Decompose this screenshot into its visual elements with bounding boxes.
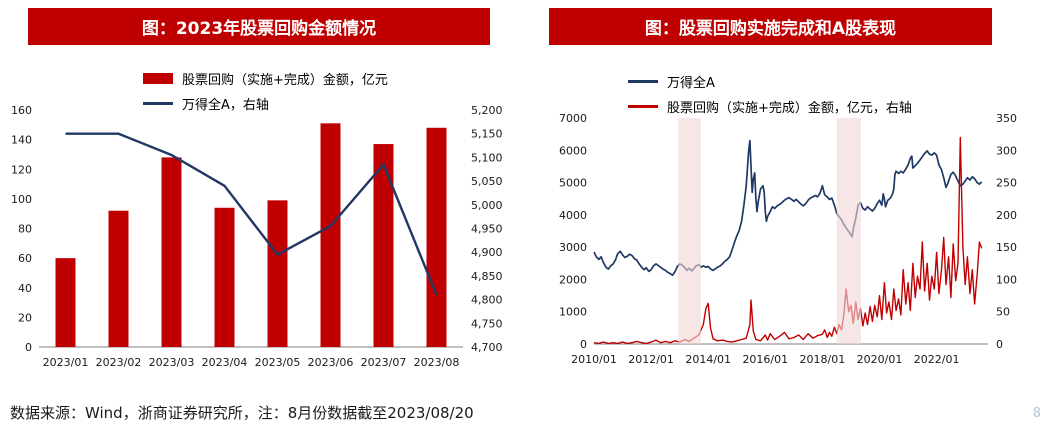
buyback-bar <box>55 258 76 347</box>
right-y-tick: 5,000 <box>471 199 503 212</box>
legend-item-windA-right: 万得全A <box>628 72 715 91</box>
left-y-tick: 3000 <box>559 241 587 254</box>
right-y-tick: 250 <box>996 177 1017 190</box>
buyback-line-swatch <box>628 105 658 108</box>
right-y-tick: 5,100 <box>471 151 503 164</box>
right-y-tick: 5,200 <box>471 104 503 117</box>
buyback-bar <box>320 123 341 347</box>
x-tick: 2014/01 <box>685 353 731 366</box>
right-y-tick: 300 <box>996 144 1017 157</box>
legend-item-buyback-bar: 股票回购（实施+完成）金额，亿元 <box>143 69 388 88</box>
x-tick: 2012/01 <box>628 353 674 366</box>
highlight-band-2 <box>836 118 861 344</box>
x-tick: 2023/06 <box>308 356 354 369</box>
left-y-tick: 2000 <box>559 273 587 286</box>
left-y-tick: 1000 <box>559 306 587 319</box>
source-note: 数据来源：Wind，浙商证券研究所，注：8月份数据截至2023/08/20 <box>10 404 474 422</box>
buyback-bar <box>267 200 288 347</box>
right-y-tick: 350 <box>996 112 1017 125</box>
left-chart-legend: 股票回购（实施+完成）金额，亿元 万得全A，右轴 <box>143 69 388 113</box>
right-chart-legend: 万得全A 股票回购（实施+完成）金额，亿元，右轴 <box>628 72 912 116</box>
x-tick: 2023/04 <box>202 356 248 369</box>
windA-line <box>65 132 438 296</box>
x-tick: 2023/05 <box>255 356 301 369</box>
left-y-tick: 4000 <box>559 209 587 222</box>
x-tick: 2016/01 <box>742 353 788 366</box>
left-y-tick: 5000 <box>559 177 587 190</box>
buyback-bar <box>161 157 182 347</box>
legend-item-buyback-line: 股票回购（实施+完成）金额，亿元，右轴 <box>628 97 912 116</box>
left-y-tick: 100 <box>11 193 32 206</box>
right-y-tick: 4,800 <box>471 294 503 307</box>
windA-line-swatch-right <box>628 80 658 83</box>
right-chart-svg: 0 1000 2000 3000 4000 5000 6000 7000 0 50 100 150 20… <box>559 112 1017 366</box>
legend-label-windA: 万得全A，右轴 <box>182 98 269 113</box>
left-y-tick: 80 <box>18 223 32 236</box>
right-y-tick: 4,750 <box>471 317 503 330</box>
buyback-bar <box>214 207 235 347</box>
page-number: 8 <box>1032 406 1041 421</box>
x-tick: 2010/01 <box>571 353 617 366</box>
x-tick: 2023/02 <box>96 356 142 369</box>
buyback-bar <box>426 127 447 348</box>
right-y-tick: 4,850 <box>471 270 503 283</box>
right-y-tick: 5,050 <box>471 175 503 188</box>
right-y-tick: 4,700 <box>471 341 503 354</box>
right-chart-title-banner: 图：股票回购实施完成和A股表现 <box>549 8 992 45</box>
right-y-tick: 50 <box>996 306 1010 319</box>
legend-label-buyback-right: 股票回购（实施+完成）金额，亿元，右轴 <box>667 101 912 116</box>
x-tick: 2022/01 <box>914 353 960 366</box>
buyback-bar <box>373 144 394 347</box>
left-y-tick: 120 <box>11 163 32 176</box>
right-y-tick: 0 <box>996 338 1003 351</box>
right-y-tick: 150 <box>996 241 1017 254</box>
x-tick: 2018/01 <box>800 353 846 366</box>
left-y-tick: 140 <box>11 134 32 147</box>
left-y-tick: 0 <box>25 341 32 354</box>
right-y-tick: 4,900 <box>471 246 503 259</box>
left-chart-svg: 0 20 40 60 80 100 120 140 160 4,700 4,750 4,800 4,85… <box>11 104 503 369</box>
left-y-tick: 7000 <box>559 112 587 125</box>
left-y-tick: 160 <box>11 104 32 117</box>
x-tick: 2023/07 <box>361 356 407 369</box>
left-y-tick: 0 <box>580 338 587 351</box>
right-y-tick: 5,150 <box>471 128 503 141</box>
legend-label-windA-right: 万得全A <box>667 76 715 91</box>
highlight-band-1 <box>678 118 701 344</box>
left-y-tick: 60 <box>18 252 32 265</box>
x-tick: 2023/03 <box>149 356 195 369</box>
right-y-tick: 100 <box>996 273 1017 286</box>
x-tick: 2020/01 <box>857 353 903 366</box>
windA-line-swatch <box>143 102 173 105</box>
legend-label-buyback: 股票回购（实施+完成）金额，亿元 <box>182 73 388 88</box>
buyback-bar <box>108 210 129 347</box>
right-chart-title: 图：股票回购实施完成和A股表现 <box>644 19 897 39</box>
buyback-bar-swatch <box>143 73 173 84</box>
buyback-line <box>593 136 983 345</box>
right-y-tick: 4,950 <box>471 223 503 236</box>
left-y-tick: 40 <box>18 282 32 295</box>
left-chart-title-banner: 图：2023年股票回购金额情况 <box>28 8 490 45</box>
left-y-tick: 6000 <box>559 144 587 157</box>
x-tick: 2023/08 <box>414 356 460 369</box>
left-chart-title: 图：2023年股票回购金额情况 <box>141 19 377 39</box>
x-tick: 2023/01 <box>43 356 89 369</box>
right-y-tick: 200 <box>996 209 1017 222</box>
windA-line <box>593 139 983 277</box>
left-y-tick: 20 <box>18 311 32 324</box>
legend-item-windA: 万得全A，右轴 <box>143 94 269 113</box>
